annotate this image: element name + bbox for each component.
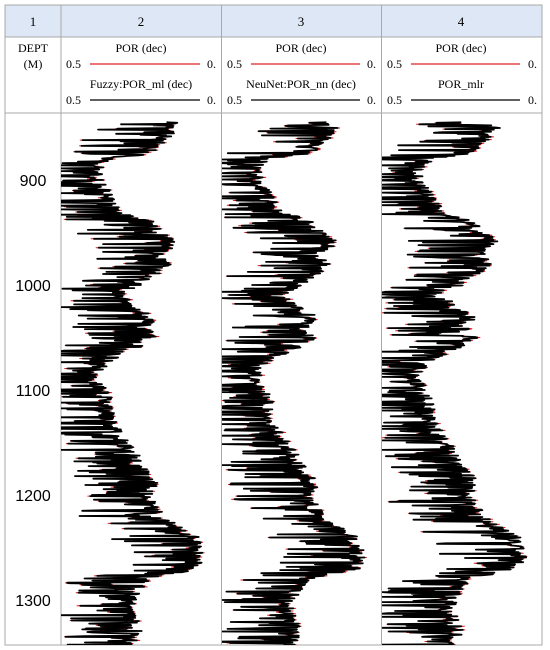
- track4-curve2-left: 0.5: [387, 93, 402, 107]
- depth-tick-1300: 1300: [15, 593, 51, 610]
- track3-curve2-right: 0.: [367, 93, 376, 107]
- track4-curve1-right: 0.: [528, 57, 537, 71]
- track4-curve2-right: 0.: [528, 93, 537, 107]
- track-number-1: 1: [30, 14, 37, 29]
- track2-curve2-left: 0.5: [66, 93, 81, 107]
- depth-tick-900: 900: [20, 173, 47, 190]
- track2-curve1-left: 0.5: [66, 57, 81, 71]
- track-number-bar: [5, 5, 542, 37]
- track-number-2: 2: [138, 14, 145, 29]
- track2-curve1-right: 0.: [207, 57, 216, 71]
- track2-fuzzy-por-ml-curve: [61, 121, 204, 645]
- track2-curve1-name: POR (dec): [116, 41, 167, 55]
- track3-curve1-left: 0.5: [227, 57, 242, 71]
- depth-tick-1100: 1100: [16, 383, 51, 400]
- track-number-4: 4: [458, 14, 465, 29]
- depth-header-label: DEPT: [18, 41, 49, 55]
- track-grid: [4, 4, 543, 646]
- track3-neunet-por-nn-curve: [222, 121, 366, 645]
- track3-curve1-name: POR (dec): [276, 41, 327, 55]
- track3-curve2-name: NeuNet:POR_nn (dec): [246, 77, 356, 91]
- depth-header-unit: (M): [24, 57, 43, 71]
- track2-curve2-right: 0.: [207, 93, 216, 107]
- track-number-3: 3: [298, 14, 305, 29]
- track4-curve1-name: POR (dec): [436, 41, 487, 55]
- track4-curve2-name: POR_mlr: [438, 77, 484, 91]
- track3-curve2-left: 0.5: [227, 93, 242, 107]
- track4-curve1-left: 0.5: [387, 57, 402, 71]
- depth-tick-1200: 1200: [15, 488, 51, 505]
- track4-por-mlr-curve: [382, 121, 528, 645]
- track2-curve2-name: Fuzzy:POR_ml (dec): [90, 77, 192, 91]
- track3-curve1-right: 0.: [367, 57, 376, 71]
- depth-tick-1000: 1000: [15, 278, 51, 295]
